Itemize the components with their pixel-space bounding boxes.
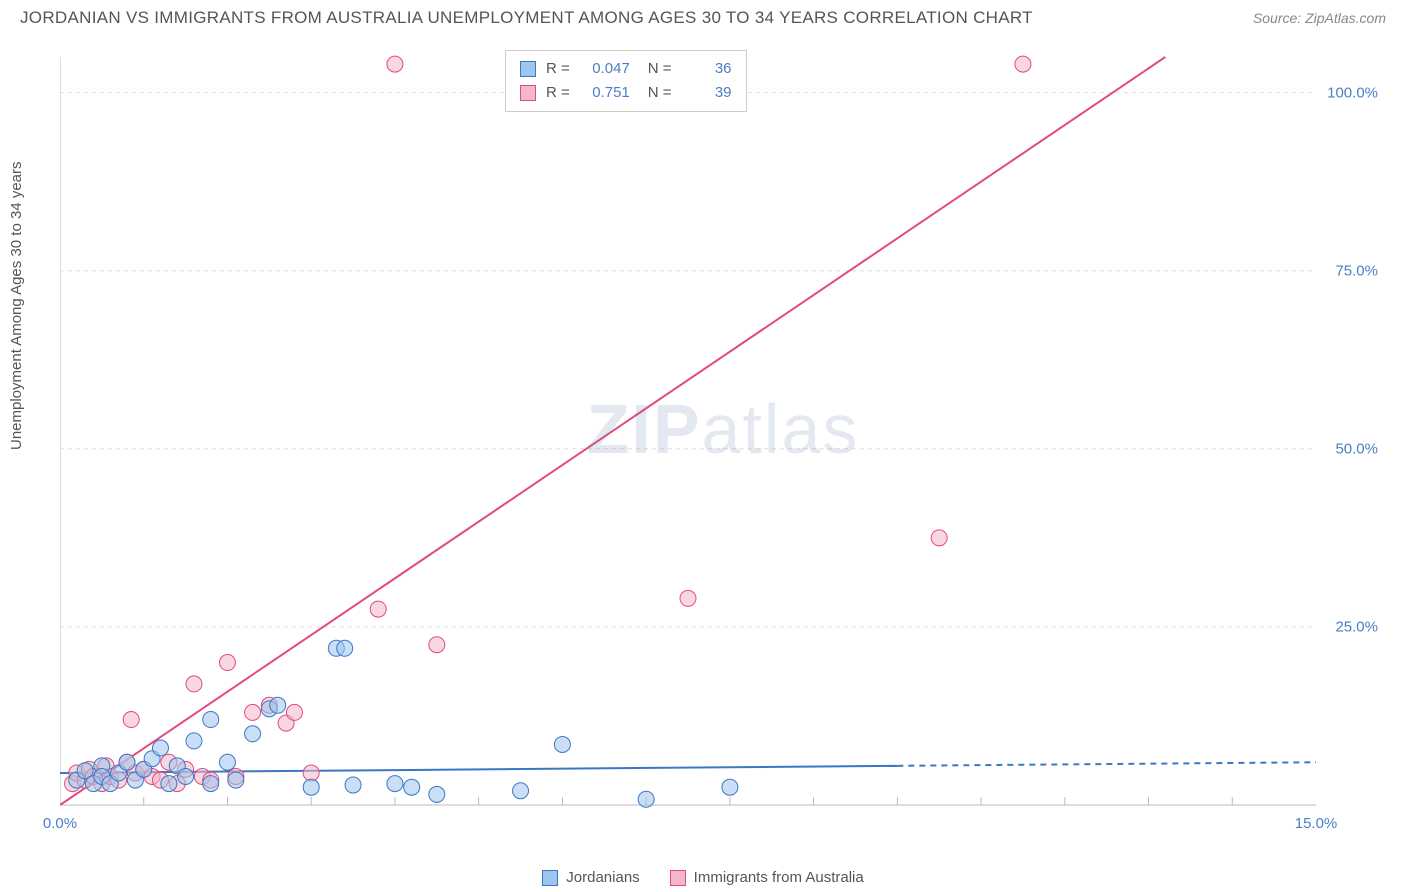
y-tick-label: 50.0% [1335,440,1378,457]
legend-swatch [670,870,686,886]
chart-header: JORDANIAN VS IMMIGRANTS FROM AUSTRALIA U… [0,0,1406,32]
series-legend-item: Immigrants from Australia [670,869,864,886]
correlation-legend-row: R = 0.047 N = 36 [520,57,732,81]
chart-title: JORDANIAN VS IMMIGRANTS FROM AUSTRALIA U… [20,8,1033,28]
x-tick-label: 0.0% [43,815,77,832]
r-value: 0.751 [580,81,630,105]
source-label: Source: ZipAtlas.com [1253,10,1386,26]
y-tick-label: 100.0% [1327,84,1378,101]
legend-swatch [520,61,536,77]
correlation-legend: R = 0.047 N = 36 R = 0.751 N = 39 [505,50,747,112]
chart-area: ZIPatlas 25.0%50.0%75.0%100.0% 0.0%15.0% [60,45,1386,845]
y-tick-label: 75.0% [1335,262,1378,279]
series-legend-label: Immigrants from Australia [694,869,864,886]
scatter-chart-svg [60,45,1386,845]
series-legend-item: Jordanians [542,869,639,886]
series-legend: Jordanians Immigrants from Australia [0,869,1406,886]
n-label: N = [648,81,672,105]
correlation-legend-row: R = 0.751 N = 39 [520,81,732,105]
n-value: 36 [682,57,732,81]
legend-swatch [542,870,558,886]
y-axis-label: Unemployment Among Ages 30 to 34 years [8,161,25,450]
n-value: 39 [682,81,732,105]
r-label: R = [546,81,570,105]
r-value: 0.047 [580,57,630,81]
x-tick-label: 15.0% [1295,815,1338,832]
r-label: R = [546,57,570,81]
y-tick-label: 25.0% [1335,618,1378,635]
series-legend-label: Jordanians [566,869,639,886]
n-label: N = [648,57,672,81]
legend-swatch [520,85,536,101]
